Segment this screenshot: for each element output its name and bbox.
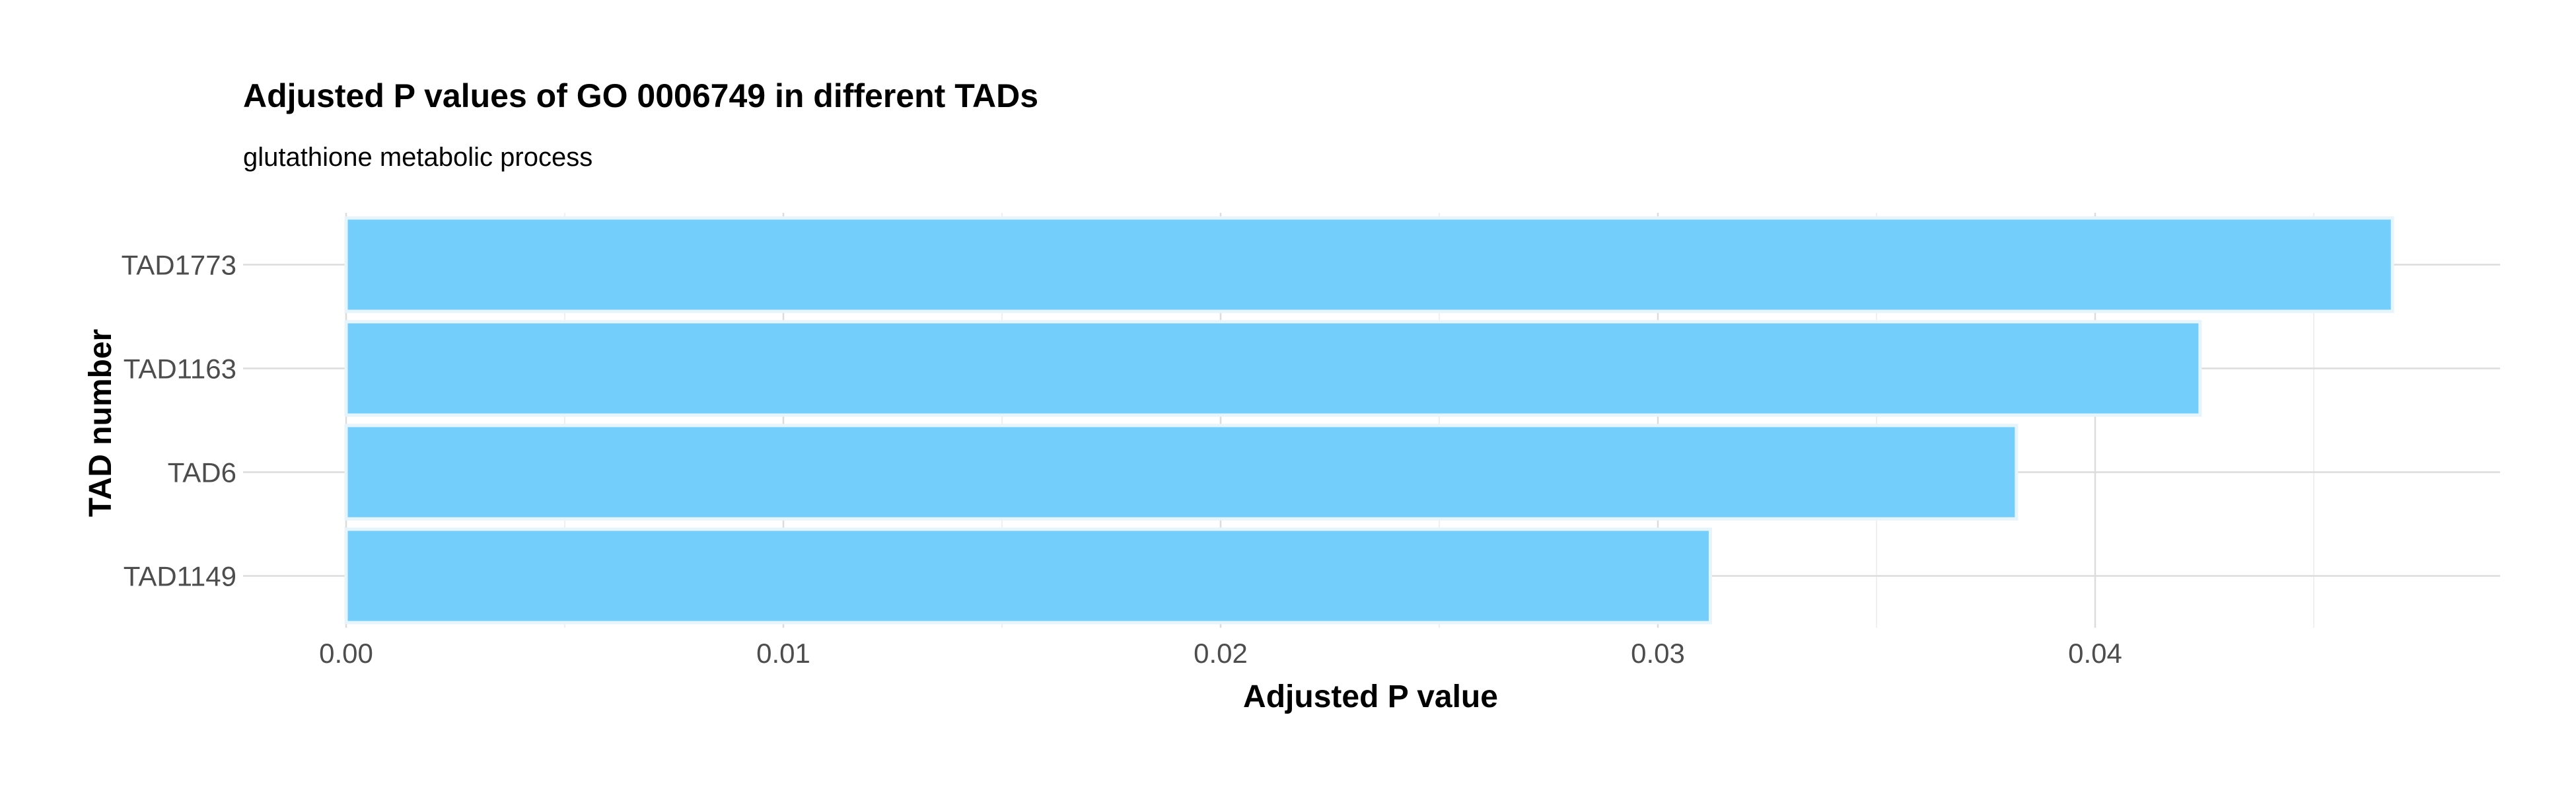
x-tick-label: 0.01 (756, 638, 810, 669)
chart-subtitle: glutathione metabolic process (243, 143, 592, 172)
bar-tad1163 (344, 320, 2202, 417)
y-tick-label: TAD1773 (122, 250, 236, 281)
bars (344, 216, 2394, 624)
bar-tad1773 (344, 216, 2394, 313)
x-tick-label: 0.02 (1194, 638, 1248, 669)
y-tick-labels: TAD1773 TAD1163 TAD6 TAD1149 (122, 250, 236, 592)
y-tick-label: TAD6 (168, 457, 236, 488)
x-tick-label: 0.03 (1631, 638, 1685, 669)
x-tick-label: 0.00 (319, 638, 373, 669)
y-axis-title: TAD number (83, 329, 118, 517)
y-tick-label: TAD1149 (124, 561, 236, 592)
bar-tad1149 (344, 527, 1712, 624)
x-tick-labels: 0.00 0.01 0.02 0.03 0.04 (319, 638, 2122, 669)
bar-tad6 (344, 424, 2019, 521)
x-axis-title: Adjusted P value (1243, 679, 1498, 714)
chart-title: Adjusted P values of GO 0006749 in diffe… (243, 77, 1038, 114)
x-tick-label: 0.04 (2068, 638, 2122, 669)
y-tick-label: TAD1163 (124, 354, 236, 385)
